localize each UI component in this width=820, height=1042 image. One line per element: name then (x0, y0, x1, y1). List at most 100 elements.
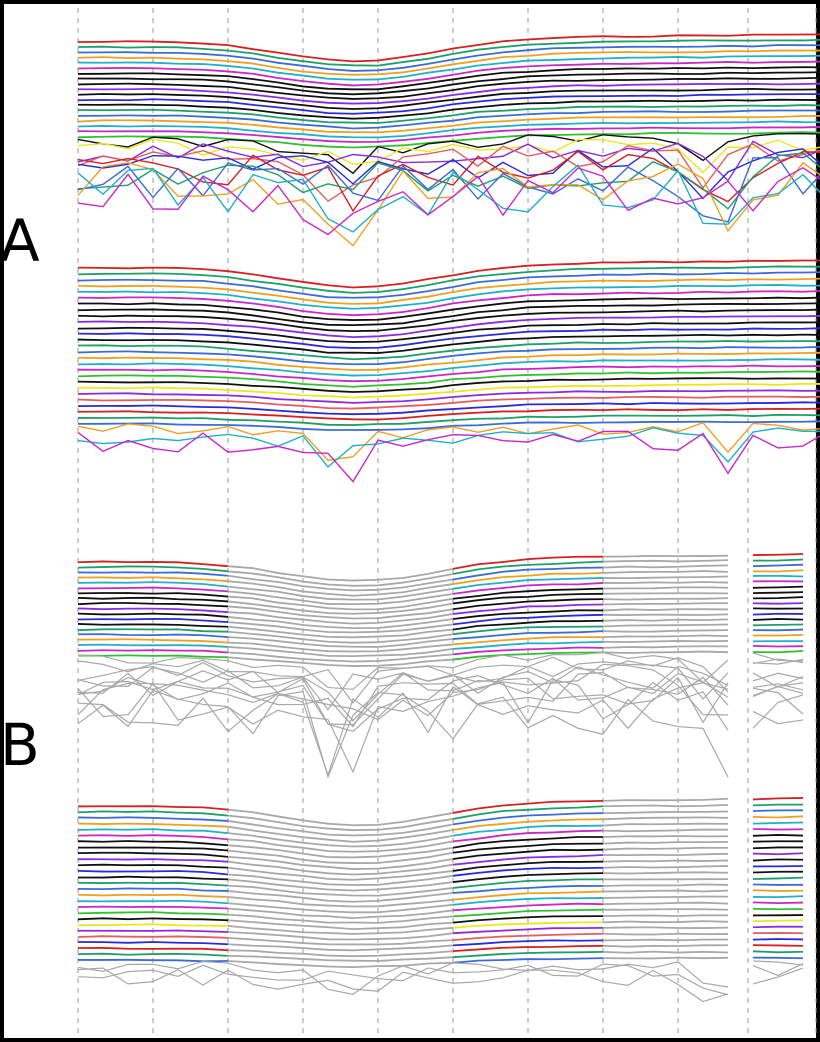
group-b-top-series-15-g0 (227, 641, 454, 653)
group-b-top-series-8-g0 (227, 605, 454, 620)
group-b-bottom-series-23-c1 (452, 939, 604, 947)
group-b-bottom-series-27-g0 (227, 962, 454, 995)
panel-b-upper-traces (77, 553, 804, 779)
group-b-top-series-27-c2 (752, 687, 804, 715)
group-b-bottom-series-27-c2 (752, 960, 804, 966)
group-b-bottom-series-8-g1 (602, 846, 729, 851)
group-b-bottom-series-14-c1 (452, 885, 604, 894)
group-a-bottom-series-24 (77, 407, 820, 421)
group-b-top-series-21-c1 (452, 661, 604, 683)
group-b-top-series-19-c1 (452, 651, 604, 669)
group-b-top-series-28-g1 (602, 682, 729, 730)
group-b-top-series-8-g1 (602, 597, 729, 601)
group-b-top-series-3-c0 (77, 576, 229, 583)
group-b-bottom-series-15-c1 (452, 890, 604, 901)
group-b-bottom-series-23-g0 (227, 943, 454, 952)
group-b-bottom-series-7-c0 (77, 846, 229, 852)
group-a-bottom-series-2 (77, 271, 820, 299)
group-a-top-series-12 (77, 98, 820, 120)
group-a-top-series-9 (77, 82, 820, 105)
group-a-bottom-series-15 (77, 351, 820, 371)
group-a-top-series-14 (77, 109, 820, 130)
panel-b-lower-traces (77, 797, 804, 1003)
group-b-top-series-19-g1 (602, 651, 729, 684)
group-b-top-series-2-c2 (752, 563, 804, 568)
group-b-bottom-series-0-g1 (602, 797, 729, 802)
group-b-top-series-4-g1 (602, 575, 729, 580)
group-b-top-series-7-c2 (752, 591, 804, 595)
group-b-bottom-series-15-g1 (602, 889, 729, 893)
group-b-bottom-series-16-c0 (77, 899, 229, 905)
group-b-top-series-25-g0 (227, 682, 454, 728)
group-b-bottom-series-11-c1 (452, 866, 604, 877)
group-b-bottom-series-5-c2 (752, 828, 804, 831)
group-b-top-series-28-g0 (227, 686, 454, 777)
group-b-bottom-series-4-c0 (77, 828, 229, 835)
group-a-bottom-series-26 (77, 420, 820, 431)
group-b-top-series-12-g1 (602, 618, 729, 622)
group-a-top-series-7 (77, 71, 820, 96)
group-b-bottom-series-1-g1 (602, 803, 729, 808)
group-a-bottom-series-23 (77, 401, 820, 416)
group-b-top-series-1-c0 (77, 565, 229, 573)
group-b-bottom-series-18-c1 (452, 908, 604, 918)
group-b-bottom-series-11-c0 (77, 869, 229, 876)
group-a-bottom-series-14 (77, 345, 820, 366)
group-b-top-series-2-c1 (452, 566, 604, 581)
group-b-bottom-series-7-g1 (602, 841, 729, 845)
group-b-bottom-series-8-c1 (452, 848, 604, 860)
group-b-top-series-8-c1 (452, 598, 604, 611)
group-b-top-series-26-c1 (452, 677, 604, 700)
group-b-bottom-series-6-c0 (77, 840, 229, 847)
group-b-top-series-20-c0 (77, 659, 229, 673)
group-b-bottom-series-1-c2 (752, 803, 804, 807)
group-b-top-series-2-c0 (77, 571, 229, 577)
group-a-bottom-series-12 (77, 333, 820, 354)
group-b-top-series-28-c2 (752, 710, 804, 725)
group-b-top-series-5-g1 (602, 581, 729, 584)
group-a-bottom-series-29 (77, 430, 820, 483)
group-b-bottom-series-21-c0 (77, 929, 229, 933)
group-a-top-series-17 (77, 126, 820, 143)
group-b-top-series-9-g1 (602, 602, 729, 606)
group-b-top-series-15-c0 (77, 638, 229, 644)
group-b-bottom-series-29-c0 (77, 967, 229, 986)
group-a-top-series-3 (77, 49, 820, 76)
group-a-top-series-11 (77, 93, 820, 115)
group-b-top-series-13-c0 (77, 628, 229, 633)
group-b-top-series-12-c2 (752, 618, 804, 621)
group-a-bottom-series-21 (77, 389, 820, 404)
group-a-bottom-series-1 (77, 265, 820, 294)
group-b-top-series-6-c1 (452, 587, 604, 600)
group-b-bottom-series-26-c2 (752, 956, 804, 960)
group-a-top-series-16 (77, 120, 820, 139)
group-b-top-series-17-g1 (602, 645, 729, 649)
group-b-bottom-series-19-g0 (227, 919, 454, 930)
group-a-bottom-series-6 (77, 296, 820, 321)
group-b-bottom-series-4-g1 (602, 822, 729, 827)
group-b-bottom-series-6-g1 (602, 835, 729, 838)
group-b-bottom-series-12-c1 (452, 872, 604, 883)
group-b-bottom-series-24-c0 (77, 947, 229, 952)
group-a-top-series-21 (77, 140, 820, 182)
group-b-top-series-9-g0 (227, 611, 454, 625)
group-b-top-series-5-c1 (452, 582, 604, 595)
group-b-bottom-series-29-g1 (602, 969, 729, 1003)
group-b-bottom-series-10-c1 (452, 860, 604, 872)
group-b-top-series-4-c0 (77, 581, 229, 588)
group-b-top-series-17-g0 (227, 651, 454, 663)
group-b-bottom-series-28-g0 (227, 967, 454, 982)
panel-label-b: B (0, 711, 40, 779)
group-b-bottom-series-29-c2 (752, 967, 804, 985)
group-b-top-series-16-c0 (77, 643, 229, 648)
group-b-bottom-series-6-c1 (452, 836, 604, 849)
group-b-top-series-12-g0 (227, 625, 454, 639)
group-b-top-series-22-c0 (77, 666, 229, 687)
group-b-bottom-series-8-g0 (227, 855, 454, 870)
group-a-top-series-25 (77, 152, 820, 210)
group-b-bottom-series-10-g0 (227, 866, 454, 881)
group-b-bottom-series-10-c0 (77, 863, 229, 869)
group-b-top-series-13-c1 (452, 625, 604, 636)
group-b-bottom-series-25-g0 (227, 955, 454, 962)
group-b-top-series-4-c2 (752, 574, 804, 578)
